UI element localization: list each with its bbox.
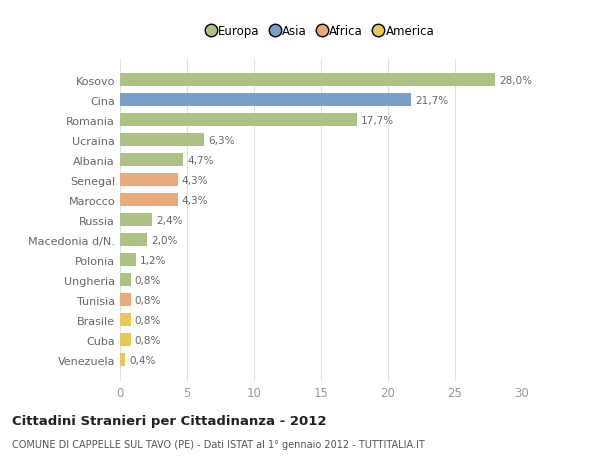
Bar	[120, 174, 178, 187]
Bar	[120, 114, 357, 127]
Text: 28,0%: 28,0%	[499, 76, 532, 86]
Bar	[120, 154, 183, 167]
Text: 0,4%: 0,4%	[130, 355, 156, 365]
Text: 4,3%: 4,3%	[182, 196, 208, 205]
Legend: Europa, Asia, Africa, America: Europa, Asia, Africa, America	[203, 21, 439, 43]
Bar	[120, 353, 125, 366]
Bar	[120, 274, 131, 286]
Text: COMUNE DI CAPPELLE SUL TAVO (PE) - Dati ISTAT al 1° gennaio 2012 - TUTTITALIA.IT: COMUNE DI CAPPELLE SUL TAVO (PE) - Dati …	[12, 440, 425, 449]
Bar	[120, 194, 178, 207]
Text: 6,3%: 6,3%	[208, 135, 235, 146]
Bar	[120, 313, 131, 326]
Text: Cittadini Stranieri per Cittadinanza - 2012: Cittadini Stranieri per Cittadinanza - 2…	[12, 414, 326, 428]
Text: 2,0%: 2,0%	[151, 235, 177, 245]
Bar	[120, 94, 411, 107]
Bar	[120, 334, 131, 347]
Text: 17,7%: 17,7%	[361, 116, 394, 126]
Bar	[120, 134, 205, 147]
Text: 0,8%: 0,8%	[135, 315, 161, 325]
Bar	[120, 294, 131, 307]
Text: 4,7%: 4,7%	[187, 156, 214, 166]
Text: 0,8%: 0,8%	[135, 295, 161, 305]
Bar	[120, 214, 152, 227]
Text: 1,2%: 1,2%	[140, 255, 167, 265]
Bar	[120, 74, 495, 87]
Bar	[120, 234, 147, 247]
Text: 2,4%: 2,4%	[156, 215, 182, 225]
Text: 0,8%: 0,8%	[135, 275, 161, 285]
Bar	[120, 254, 136, 267]
Text: 21,7%: 21,7%	[415, 96, 448, 106]
Text: 4,3%: 4,3%	[182, 175, 208, 185]
Text: 0,8%: 0,8%	[135, 335, 161, 345]
